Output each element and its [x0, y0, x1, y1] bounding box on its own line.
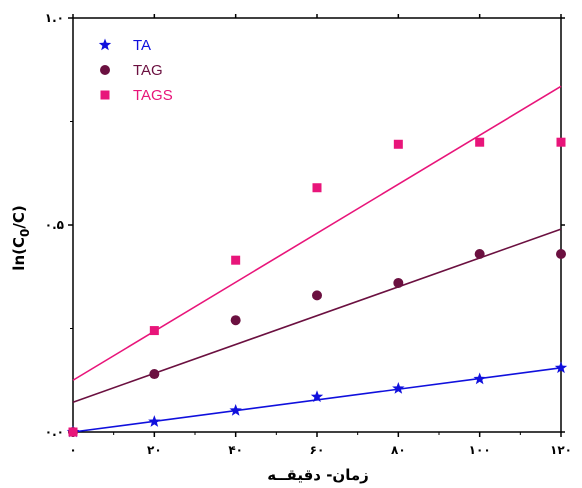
data-point-tags — [556, 137, 566, 147]
legend-marker-ta — [98, 38, 112, 51]
fit-lines-layer — [72, 85, 562, 433]
data-point-tags — [231, 255, 241, 265]
fit-line-tags — [72, 85, 562, 381]
x-tick-label: ۰ — [69, 443, 76, 457]
x-tick-label: ۶۰ — [310, 443, 325, 457]
x-tick-label: ۴۰ — [228, 443, 243, 457]
data-point-ta — [554, 361, 568, 374]
fit-line-ta — [72, 367, 562, 433]
data-point-tag — [149, 369, 160, 380]
data-point-tags — [68, 427, 78, 437]
y-axis-title-main: ln(C — [10, 237, 28, 271]
data-point-tag — [393, 277, 404, 288]
legend: TA TAG TAGS — [98, 37, 173, 104]
data-point-tags — [393, 139, 403, 149]
y-axis-title-sub: 0 — [18, 229, 32, 237]
data-point-ta — [148, 415, 161, 427]
y-axis-title: ln(C0/C) — [10, 205, 32, 270]
data-point-tags — [475, 137, 485, 147]
data-point-ta — [392, 382, 405, 394]
points-layer — [66, 137, 568, 438]
data-point-tag — [230, 315, 241, 326]
data-point-tag — [312, 290, 322, 301]
ticks-layer: ۰ ۲۰ ۴۰ ۶۰ ۸۰ ۱۰۰ ۱۲۰ ۰.۰ ۰.۵ ۱.۰ — [45, 11, 572, 457]
x-tick-label: ۱۲۰ — [550, 443, 572, 457]
legend-marker-tag — [100, 65, 110, 75]
data-point-tag — [474, 248, 485, 259]
data-point-ta — [473, 372, 486, 385]
x-tick-label: ۲۰ — [147, 443, 162, 457]
x-axis-title: زمان- دقیقــه — [267, 466, 369, 484]
fit-line-tag — [72, 228, 562, 403]
y-axis-title-tail: /C) — [10, 205, 28, 228]
y-tick-label: ۱.۰ — [45, 11, 64, 25]
data-point-tags — [149, 326, 159, 336]
data-point-ta — [229, 403, 242, 416]
plot-border — [72, 17, 562, 433]
data-point-tags — [312, 183, 322, 193]
data-point-ta — [310, 390, 324, 403]
legend-label-tags: TAGS — [133, 87, 173, 104]
y-tick-label: ۰.۵ — [45, 218, 64, 232]
legend-label-ta: TA — [133, 37, 151, 54]
x-tick-label: ۸۰ — [391, 443, 406, 457]
data-point-tag — [556, 248, 566, 259]
legend-marker-tags — [100, 90, 110, 100]
legend-label-tag: TAG — [133, 62, 163, 79]
y-tick-label: ۰.۰ — [45, 425, 64, 439]
plot-frame — [72, 17, 562, 433]
x-tick-label: ۱۰۰ — [469, 443, 491, 457]
